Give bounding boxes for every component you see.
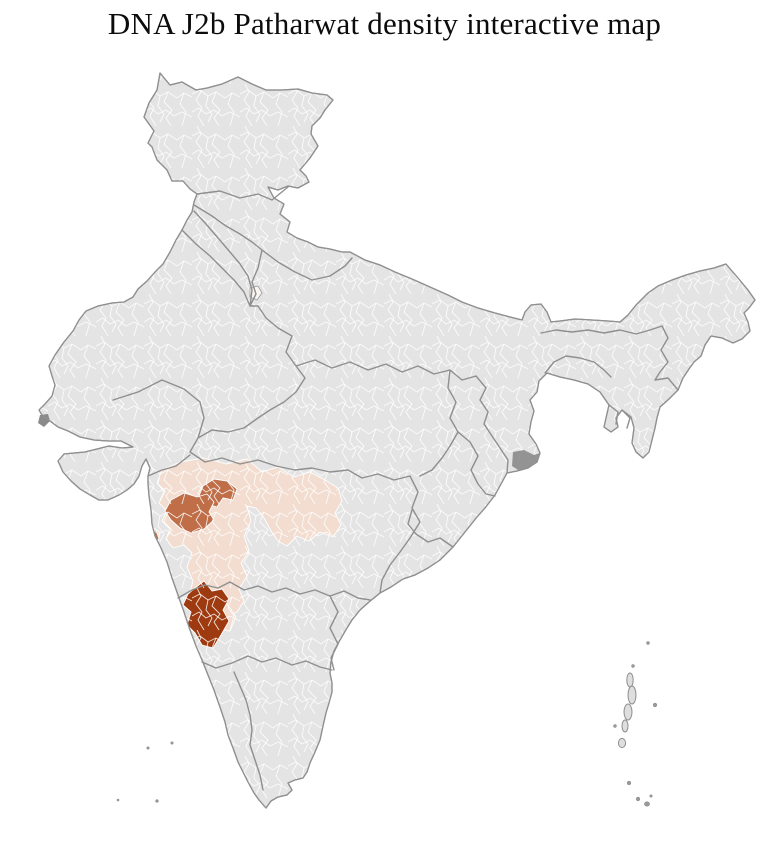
andaman-nicobar-islands[interactable]	[613, 641, 658, 807]
india-outline	[38, 72, 756, 809]
page-title: DNA J2b Patharwat density interactive ma…	[107, 6, 662, 41]
state-borders	[112, 186, 679, 791]
kutch-creek-islet	[38, 414, 50, 427]
lakshadweep-islands[interactable]	[116, 741, 174, 803]
